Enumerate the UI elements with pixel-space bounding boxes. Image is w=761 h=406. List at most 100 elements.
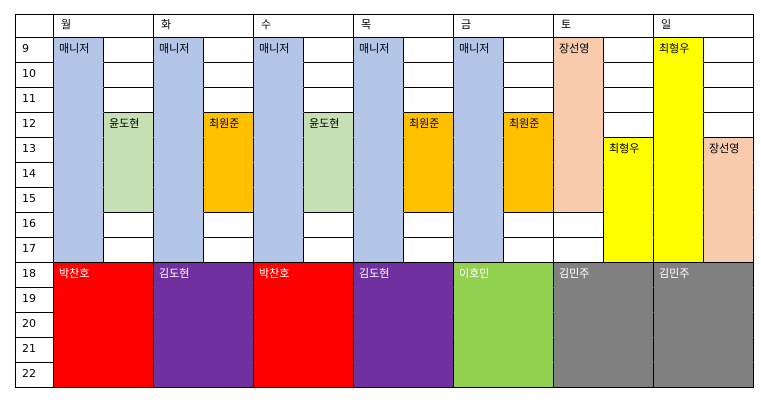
shift-cell <box>704 163 754 188</box>
shift-cell <box>254 63 304 88</box>
shift-cell-label: 매니저 <box>454 38 504 63</box>
shift-cell <box>154 313 254 338</box>
shift-cell <box>454 238 504 263</box>
empty-cell <box>504 88 554 113</box>
shift-cell <box>204 188 254 213</box>
hour-label: 11 <box>15 88 54 113</box>
shift-cell <box>204 163 254 188</box>
empty-cell <box>604 38 654 63</box>
shift-cell-label: 윤도현 <box>304 113 354 138</box>
empty-cell <box>704 63 754 88</box>
shift-cell-label: 이호민 <box>454 263 554 288</box>
shift-cell <box>254 313 354 338</box>
shift-cell <box>654 163 704 188</box>
empty-cell <box>604 113 654 138</box>
empty-cell <box>404 38 454 63</box>
day-header: 일 <box>654 14 754 38</box>
shift-cell-label: 김도현 <box>354 263 454 288</box>
shift-cell-label: 매니저 <box>54 38 104 63</box>
shift-cell <box>104 188 154 213</box>
shift-cell <box>654 288 754 313</box>
shift-cell <box>704 238 754 263</box>
shift-cell <box>404 138 454 163</box>
hour-label: 16 <box>15 213 54 238</box>
shift-cell <box>454 63 504 88</box>
shift-cell <box>254 363 354 388</box>
empty-cell <box>304 38 354 63</box>
hour-label: 13 <box>15 138 54 163</box>
shift-cell <box>304 188 354 213</box>
shift-cell <box>254 288 354 313</box>
shift-cell <box>704 188 754 213</box>
shift-cell <box>154 113 204 138</box>
shift-cell <box>404 188 454 213</box>
empty-cell <box>604 63 654 88</box>
day-header: 금 <box>454 14 554 38</box>
hour-label: 14 <box>15 163 54 188</box>
hour-label: 22 <box>15 363 54 388</box>
empty-cell <box>104 238 154 263</box>
empty-cell <box>704 38 754 63</box>
shift-cell-label: 박찬호 <box>254 263 354 288</box>
shift-cell <box>54 313 154 338</box>
shift-cell <box>454 313 554 338</box>
empty-cell <box>404 238 454 263</box>
shift-cell <box>604 213 654 238</box>
shift-cell <box>54 338 154 363</box>
hour-label: 18 <box>15 263 54 288</box>
hour-label: 17 <box>15 238 54 263</box>
day-header: 토 <box>554 14 654 38</box>
shift-cell-label: 김민주 <box>554 263 654 288</box>
shift-cell <box>254 88 304 113</box>
shift-cell <box>504 138 554 163</box>
shift-cell <box>554 88 604 113</box>
hour-label: 20 <box>15 313 54 338</box>
empty-cell <box>404 213 454 238</box>
shift-cell <box>54 138 104 163</box>
shift-cell <box>154 63 204 88</box>
shift-cell <box>554 188 604 213</box>
shift-cell <box>454 88 504 113</box>
shift-cell <box>354 313 454 338</box>
shift-cell <box>654 213 704 238</box>
shift-cell <box>54 363 154 388</box>
shift-cell-label: 매니저 <box>154 38 204 63</box>
shift-cell-label: 윤도현 <box>104 113 154 138</box>
shift-cell <box>504 163 554 188</box>
shift-cell <box>554 113 604 138</box>
shift-cell <box>704 213 754 238</box>
shift-cell <box>354 213 404 238</box>
empty-cell <box>204 88 254 113</box>
shift-cell <box>154 338 254 363</box>
empty-cell <box>404 88 454 113</box>
shift-cell <box>604 163 654 188</box>
shift-cell <box>254 338 354 363</box>
empty-cell <box>554 238 604 263</box>
shift-cell <box>154 288 254 313</box>
day-header: 월 <box>54 14 154 38</box>
empty-cell <box>504 63 554 88</box>
hour-label: 10 <box>15 63 54 88</box>
empty-cell <box>204 213 254 238</box>
shift-cell-label: 김민주 <box>654 263 754 288</box>
shift-cell <box>654 363 754 388</box>
shift-cell <box>504 188 554 213</box>
shift-cell <box>304 138 354 163</box>
shift-cell <box>604 188 654 213</box>
empty-cell <box>504 38 554 63</box>
shift-cell <box>654 313 754 338</box>
empty-cell <box>704 113 754 138</box>
shift-cell <box>104 138 154 163</box>
shift-cell <box>554 288 654 313</box>
shift-cell <box>254 188 304 213</box>
shift-cell <box>354 113 404 138</box>
shift-cell <box>654 188 704 213</box>
header-corner <box>15 14 54 38</box>
shift-cell <box>254 213 304 238</box>
empty-cell <box>304 88 354 113</box>
shift-cell <box>654 138 704 163</box>
empty-cell <box>604 88 654 113</box>
shift-cell-label: 최형우 <box>604 138 654 163</box>
shift-cell-label: 김도현 <box>154 263 254 288</box>
